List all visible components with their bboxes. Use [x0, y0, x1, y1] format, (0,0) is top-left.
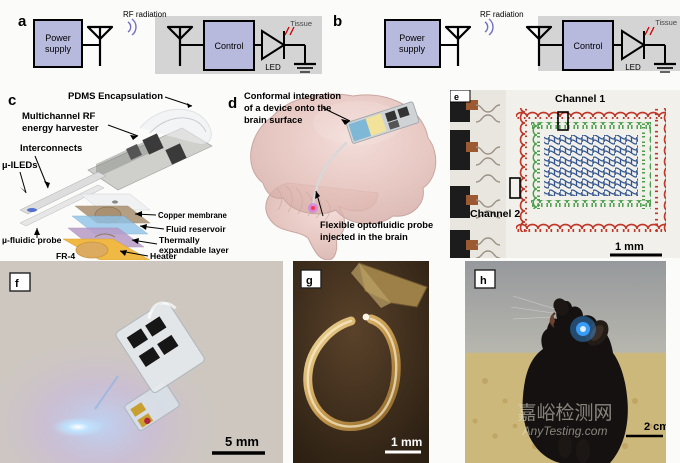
svg-text:Interconnects: Interconnects [20, 143, 82, 154]
svg-text:Conformal integration: Conformal integration [244, 91, 341, 101]
svg-text:Control: Control [214, 41, 243, 51]
svg-text:µ-ILEDs: µ-ILEDs [2, 160, 38, 171]
svg-text:RF radiation: RF radiation [480, 10, 524, 19]
svg-text:Heater: Heater [150, 251, 177, 260]
svg-text:brain surface: brain surface [244, 115, 302, 125]
svg-text:µ-fluidic probe: µ-fluidic probe [2, 235, 62, 245]
svg-text:LED: LED [625, 63, 641, 72]
svg-text:Multichannel RF: Multichannel RF [22, 111, 96, 122]
svg-text:Flexible optofluidic probe: Flexible optofluidic probe [320, 220, 433, 230]
svg-text:Tissue: Tissue [655, 18, 677, 27]
svg-text:supply: supply [399, 44, 426, 54]
svg-text:h: h [480, 275, 487, 287]
svg-text:1 mm: 1 mm [391, 435, 422, 449]
svg-text:Fluid reservoir: Fluid reservoir [166, 224, 226, 234]
svg-text:of a device onto the: of a device onto the [244, 103, 331, 113]
svg-text:1 mm: 1 mm [615, 241, 644, 253]
svg-text:Copper membrane: Copper membrane [158, 211, 228, 220]
svg-text:Control: Control [573, 41, 602, 51]
svg-text:Power: Power [399, 33, 425, 43]
svg-text:injected in the brain: injected in the brain [320, 232, 408, 242]
svg-text:LED: LED [265, 63, 281, 72]
svg-text:AnyTesting.com: AnyTesting.com [522, 424, 608, 438]
svg-text:energy harvester: energy harvester [22, 123, 99, 134]
svg-text:supply: supply [45, 44, 72, 54]
svg-text:RF radiation: RF radiation [123, 10, 167, 19]
svg-text:2 cm: 2 cm [644, 421, 666, 433]
svg-text:FR-4: FR-4 [56, 251, 75, 260]
svg-text:Thermally: Thermally [159, 235, 200, 245]
svg-text:Tissue: Tissue [290, 19, 312, 28]
svg-text:PDMS Encapsulation: PDMS Encapsulation [68, 91, 163, 102]
svg-text:Power: Power [45, 33, 71, 43]
svg-text:Channel 1: Channel 1 [555, 93, 605, 105]
svg-text:5 mm: 5 mm [225, 434, 259, 449]
svg-text:嘉峪检测网: 嘉峪检测网 [517, 402, 612, 424]
svg-text:Channel 2: Channel 2 [470, 208, 520, 220]
svg-text:e: e [454, 92, 459, 102]
svg-text:g: g [306, 275, 313, 287]
svg-text:f: f [15, 278, 19, 290]
